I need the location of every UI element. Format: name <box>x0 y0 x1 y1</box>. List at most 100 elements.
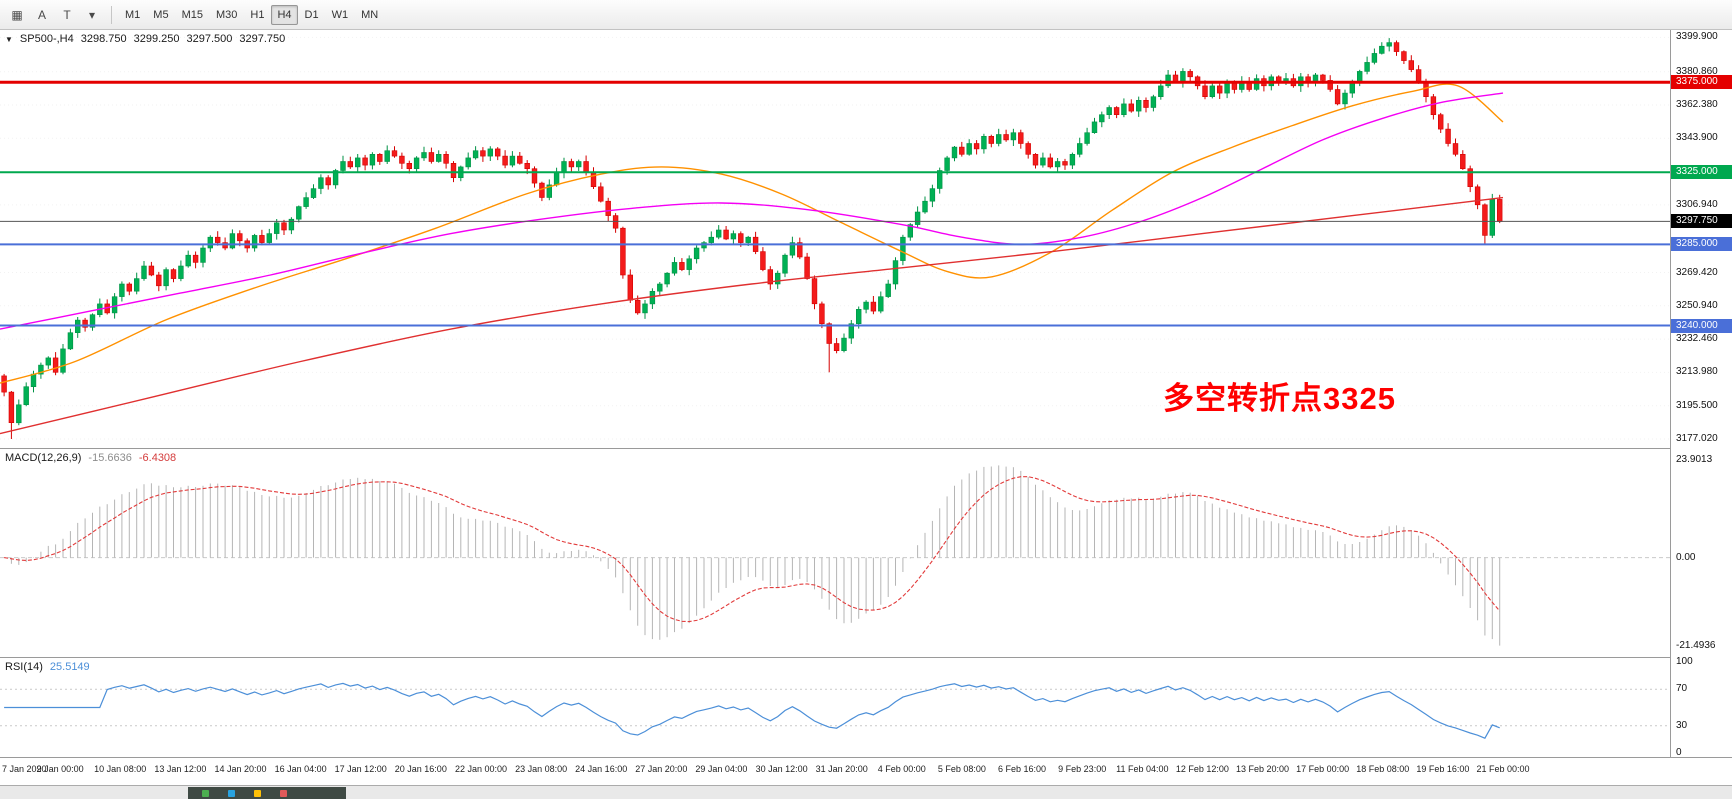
timeframe-h4[interactable]: H4 <box>271 4 298 25</box>
time-axis-label: 13 Jan 12:00 <box>154 764 207 774</box>
time-axis-label: 17 Jan 12:00 <box>334 764 387 774</box>
price-axis[interactable]: 3399.900 3380.860 3362.380 3343.900 3306.940… <box>1671 30 1732 759</box>
trendline-tool-icon[interactable]: T <box>63 7 71 22</box>
time-axis[interactable]: 7 Jan 2020 9 Jan 00:00 10 Jan 08:00 13 Jan … <box>0 758 1732 785</box>
time-axis-label: 20 Jan 16:00 <box>394 764 447 774</box>
time-axis-label: 27 Jan 20:00 <box>635 764 688 774</box>
macd-panel: MACD(12,26,9) -15.6636 -6.4308 <box>0 449 1670 657</box>
chart-area: ▼ SP500-,H4 3298.750 3299.250 3297.500 3… <box>0 30 1732 799</box>
rsi-tick-label: 70 <box>1676 683 1688 695</box>
timeframe-d1[interactable]: D1 <box>304 8 319 21</box>
axis-separator <box>1670 30 1671 757</box>
objects-dropdown-icon[interactable]: ▾ <box>88 7 96 22</box>
price-tick-label: 3232.460 <box>1676 333 1718 345</box>
panel-separator[interactable] <box>0 657 1732 658</box>
timeframe-group: M1 M5 M15 M30 H1 H4 D1 W1 MN <box>119 4 385 25</box>
hline-price-badge: 3285.000 <box>1671 237 1732 252</box>
taskbar-icon <box>228 790 235 797</box>
time-axis-label: 7 Jan 2020 <box>2 764 47 774</box>
time-axis-label: 31 Jan 20:00 <box>815 764 868 774</box>
timeframe-m30[interactable]: M30 <box>215 8 238 21</box>
main-chart-canvas[interactable] <box>0 30 1670 448</box>
macd-signal-value: -6.4308 <box>138 452 177 464</box>
timeframe-w1[interactable]: W1 <box>331 8 349 21</box>
chart-title-open: 3298.750 <box>80 33 127 45</box>
price-tick-label: 3195.500 <box>1676 399 1718 411</box>
rsi-tick-label: 0 <box>1676 747 1682 759</box>
time-axis-label: 18 Feb 08:00 <box>1356 764 1410 774</box>
taskbar-strip <box>0 785 1732 799</box>
time-axis-label: 9 Jan 00:00 <box>36 764 84 774</box>
timeframe-m5[interactable]: M5 <box>153 8 169 21</box>
panel-separator[interactable] <box>0 448 1732 449</box>
price-tick-label: 3343.900 <box>1676 132 1718 144</box>
macd-tick-label: 23.9013 <box>1676 453 1713 465</box>
time-axis-label: 5 Feb 08:00 <box>937 764 986 774</box>
taskbar-icon <box>202 790 209 797</box>
macd-main-value: -15.6636 <box>88 452 132 464</box>
price-tick-label: 3399.900 <box>1676 31 1718 43</box>
hline-price-badge: 3240.000 <box>1671 318 1732 333</box>
time-axis-label: 29 Jan 04:00 <box>695 764 748 774</box>
time-axis-label: 30 Jan 12:00 <box>755 764 808 774</box>
macd-label: MACD(12,26,9) <box>5 452 82 464</box>
drawing-tools-group: ▦ A T ▾ <box>5 4 104 26</box>
rsi-value: 25.5149 <box>49 661 90 673</box>
symbol-dropdown-icon[interactable]: ▼ <box>5 35 13 44</box>
time-axis-label: 11 Feb 04:00 <box>1116 764 1169 774</box>
macd-tick-label: 0.00 <box>1676 551 1696 563</box>
time-axis-label: 6 Feb 16:00 <box>997 764 1047 774</box>
chart-title-symbol: SP500-,H4 <box>19 33 74 45</box>
rsi-tick-label: 30 <box>1676 719 1688 731</box>
hline-price-badge: 3325.000 <box>1671 165 1732 180</box>
price-tick-label: 3269.420 <box>1676 266 1718 278</box>
price-tick-label: 3213.980 <box>1676 366 1718 378</box>
taskbar-icon <box>280 790 287 797</box>
time-axis-label: 19 Feb 16:00 <box>1416 764 1470 774</box>
macd-chart-canvas[interactable] <box>0 449 1670 657</box>
toolbar-separator <box>111 5 112 24</box>
chart-title: ▼ SP500-,H4 3298.750 3299.250 3297.500 3… <box>5 33 285 45</box>
time-axis-label: 22 Jan 00:00 <box>454 764 508 774</box>
timeframe-m1[interactable]: M1 <box>125 8 141 21</box>
timeframe-h1[interactable]: H1 <box>250 8 265 21</box>
timeframe-m15[interactable]: M15 <box>181 8 203 21</box>
taskbar-icon <box>254 790 261 797</box>
price-tick-label: 3362.380 <box>1676 99 1718 110</box>
time-axis-label: 16 Jan 04:00 <box>274 764 327 774</box>
taskbar-icons-area <box>188 787 346 799</box>
time-axis-label: 10 Jan 08:00 <box>94 764 147 774</box>
chart-title-low: 3297.500 <box>186 33 233 45</box>
chart-title-high: 3299.250 <box>133 33 180 45</box>
price-tick-label: 3177.020 <box>1676 433 1718 444</box>
price-tick-label: 3250.940 <box>1676 299 1718 311</box>
rsi-tick-label: 100 <box>1676 655 1693 667</box>
time-axis-label: 9 Feb 23:00 <box>1058 764 1107 774</box>
time-axis-label: 24 Jan 16:00 <box>575 764 628 774</box>
bid-price-badge: 3297.750 <box>1671 214 1732 229</box>
rsi-header: RSI(14) 25.5149 <box>5 661 90 673</box>
rsi-chart-canvas[interactable] <box>0 658 1670 757</box>
text-tool-icon[interactable]: A <box>37 7 46 22</box>
price-tick-label: 3306.940 <box>1676 198 1718 210</box>
time-axis-label: 4 Feb 00:00 <box>877 764 926 774</box>
time-axis-label: 12 Feb 12:00 <box>1175 764 1229 774</box>
timeframe-mn[interactable]: MN <box>361 8 379 21</box>
macd-tick-label: -21.4936 <box>1676 639 1716 651</box>
hline-price-badge: 3375.000 <box>1671 75 1732 90</box>
time-axis-label: 17 Feb 00:00 <box>1296 764 1350 774</box>
time-axis-label: 23 Jan 08:00 <box>515 764 568 774</box>
rsi-panel: RSI(14) 25.5149 <box>0 658 1670 757</box>
panel-separator <box>0 757 1732 758</box>
toolbar: ▦ A T ▾ M1 M5 M15 M30 H1 H4 D1 W1 MN <box>0 0 1732 30</box>
chart-title-close: 3297.750 <box>239 33 286 45</box>
price-tick-label: 3380.860 <box>1676 65 1718 77</box>
chart-window-icon[interactable]: ▦ <box>11 7 23 22</box>
macd-header: MACD(12,26,9) -15.6636 -6.4308 <box>5 452 176 464</box>
time-axis-label: 21 Feb 00:00 <box>1476 764 1530 774</box>
annotation-text: 多空转折点3325 <box>1163 381 1396 416</box>
time-axis-label: 13 Feb 20:00 <box>1235 764 1290 774</box>
time-axis-label: 14 Jan 20:00 <box>214 764 267 774</box>
price-panel: ▼ SP500-,H4 3298.750 3299.250 3297.500 3… <box>0 30 1670 448</box>
